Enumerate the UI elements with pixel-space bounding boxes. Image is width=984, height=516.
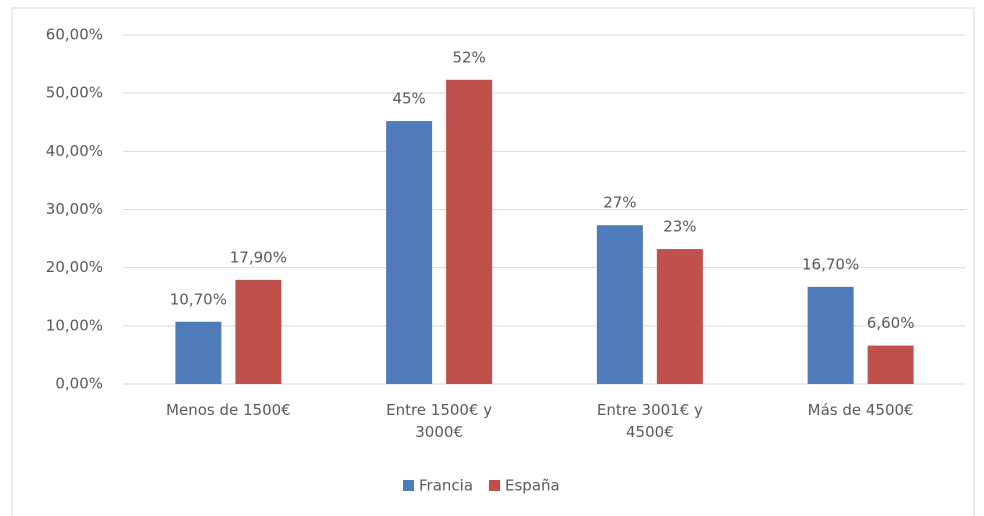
y-tick-label: 40,00% — [46, 142, 103, 160]
data-label: 16,70% — [802, 255, 859, 273]
bar — [807, 286, 854, 384]
y-tick-label: 30,00% — [46, 200, 103, 218]
data-label: 23% — [663, 218, 696, 236]
legend-swatch — [489, 480, 501, 491]
bar — [175, 321, 222, 384]
chart-border — [11, 7, 975, 516]
data-label: 45% — [392, 90, 425, 108]
legend-label: España — [505, 477, 560, 495]
bar — [656, 249, 703, 384]
data-label: 10,70% — [170, 290, 227, 308]
data-label: 27% — [603, 194, 636, 212]
x-tick-label: Entre 1500€ y 3000€ — [386, 401, 493, 441]
y-tick-label: 0,00% — [55, 375, 103, 393]
y-tick-label: 50,00% — [46, 84, 103, 102]
data-label: 6,60% — [867, 314, 915, 332]
bar — [596, 225, 643, 384]
y-tick-label: 20,00% — [46, 258, 103, 276]
y-tick-label: 60,00% — [46, 26, 103, 44]
data-label: 52% — [452, 48, 485, 66]
x-tick-label: Menos de 1500€ — [166, 401, 291, 419]
legend-label: Francia — [419, 477, 473, 495]
legend-swatch — [403, 480, 414, 491]
bar — [386, 121, 433, 384]
bar — [867, 345, 914, 384]
y-tick-label: 10,00% — [46, 316, 103, 334]
data-label: 17,90% — [230, 248, 287, 266]
x-tick-label: Más de 4500€ — [807, 401, 914, 419]
bar — [446, 79, 493, 384]
bar — [235, 279, 282, 384]
x-tick-label: Entre 3001€ y 4500€ — [596, 401, 703, 441]
